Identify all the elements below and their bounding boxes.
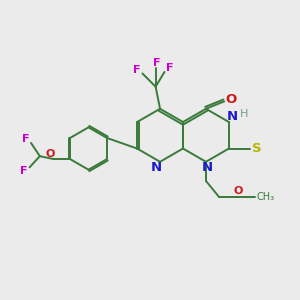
Text: CH₃: CH₃ (257, 192, 275, 202)
Text: F: F (22, 134, 29, 144)
Text: O: O (46, 149, 55, 159)
Text: H: H (239, 109, 248, 119)
Text: F: F (153, 58, 161, 68)
Text: F: F (133, 65, 141, 75)
Text: N: N (151, 160, 162, 174)
Text: N: N (227, 110, 238, 123)
Text: S: S (252, 142, 261, 155)
Text: O: O (234, 186, 243, 196)
Text: F: F (166, 63, 173, 74)
Text: O: O (225, 93, 236, 106)
Text: F: F (20, 166, 28, 176)
Text: N: N (202, 160, 213, 174)
